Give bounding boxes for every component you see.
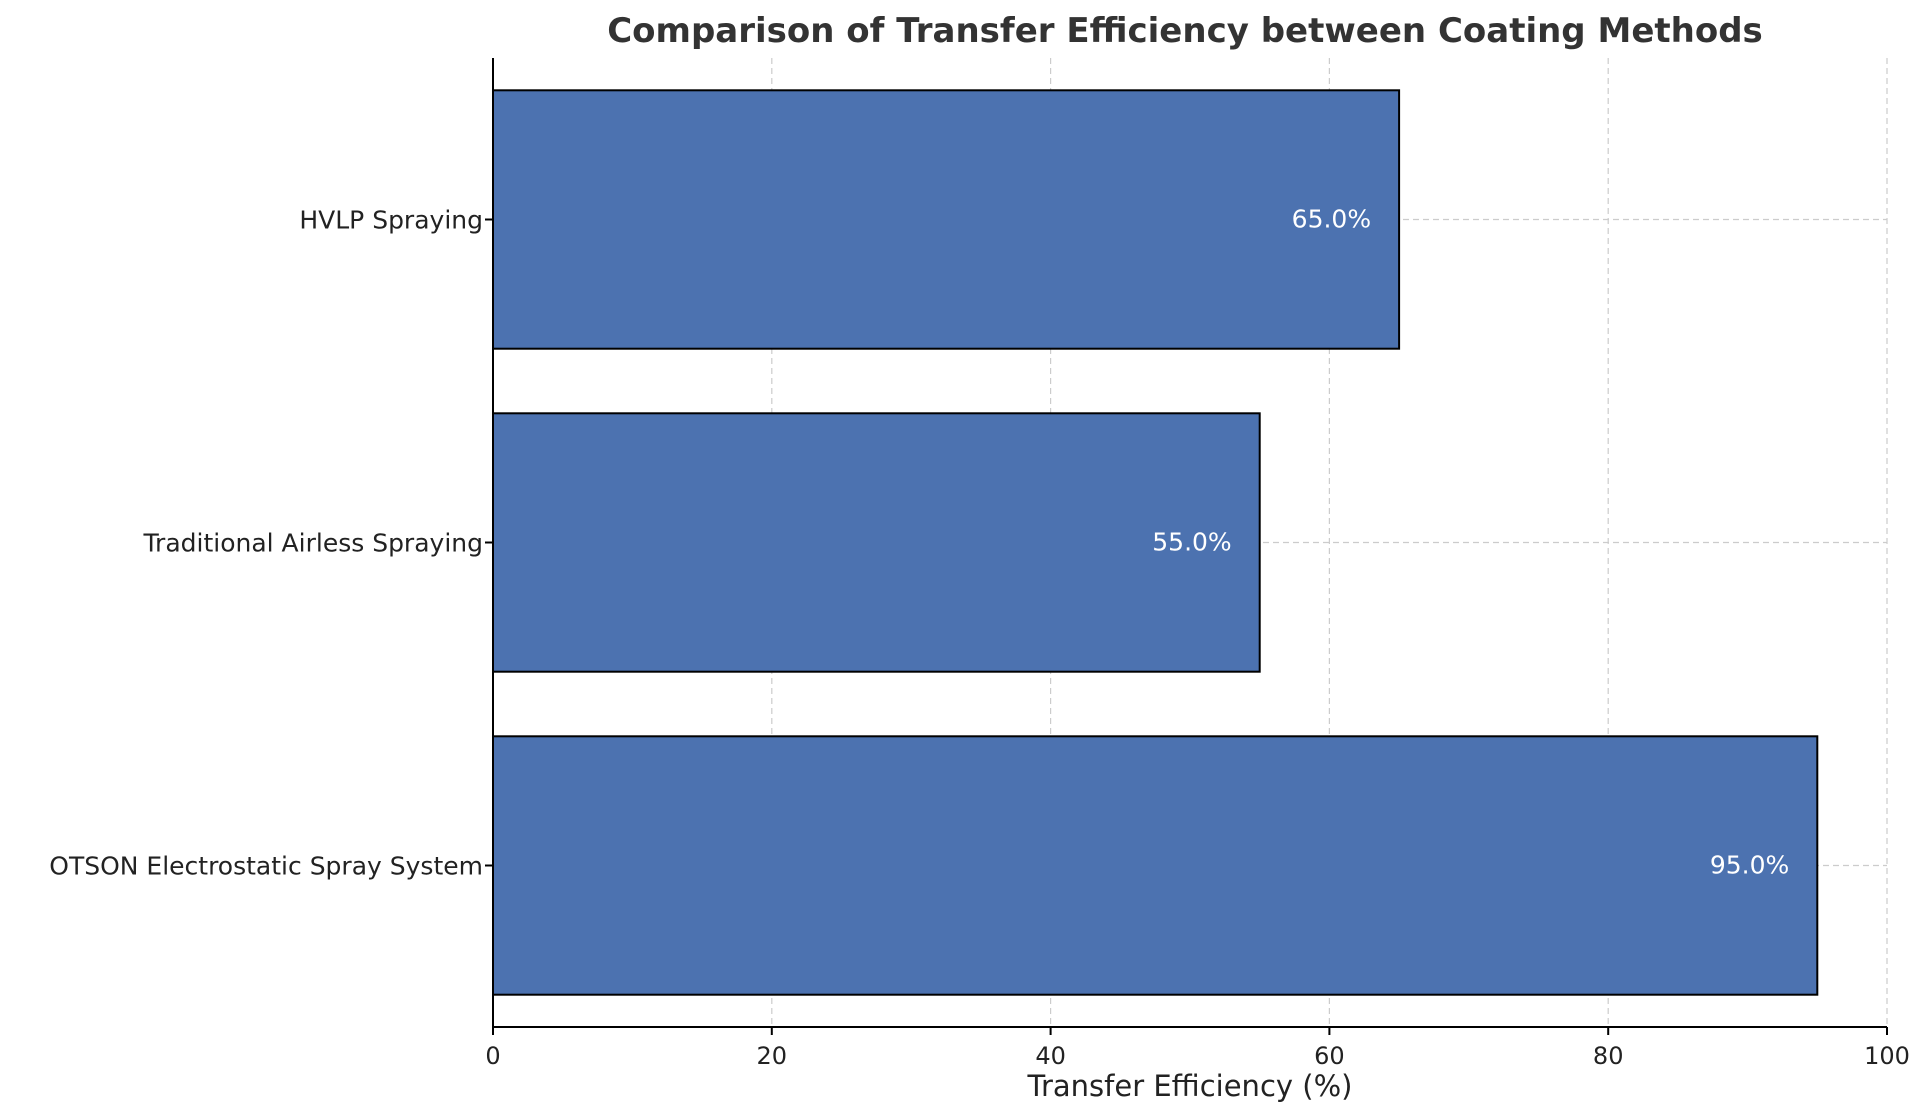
category-label: Traditional Airless Spraying (142, 529, 483, 558)
chart-title: Comparison of Transfer Efficiency betwee… (607, 11, 1763, 51)
bar (492, 89, 1401, 350)
x-tick-label: 80 (1593, 1042, 1624, 1070)
x-tick-label: 0 (485, 1042, 500, 1070)
x-axis-ticks: 0 20 40 60 80 100 (485, 1027, 1910, 1070)
bar-value-label: 65.0% (1292, 205, 1371, 234)
bar-value-label: 55.0% (1152, 528, 1231, 557)
x-tick-label: 20 (757, 1042, 788, 1070)
x-axis-label: Transfer Efficiency (%) (1027, 1069, 1353, 1103)
category-label: OTSON Electrostatic Spray System (49, 852, 483, 881)
bars (492, 89, 1819, 996)
x-tick-label: 60 (1314, 1042, 1345, 1070)
bar-value-label: 95.0% (1710, 851, 1789, 880)
y-axis-category-labels: OTSON Electrostatic Spray System Traditio… (49, 206, 493, 881)
bar (492, 412, 1261, 673)
bar-value-labels: 95.0% 55.0% 65.0% (1152, 205, 1789, 880)
bar (492, 735, 1819, 996)
category-label: HVLP Spraying (299, 206, 483, 235)
x-tick-label: 40 (1035, 1042, 1066, 1070)
x-tick-label: 100 (1864, 1042, 1910, 1070)
